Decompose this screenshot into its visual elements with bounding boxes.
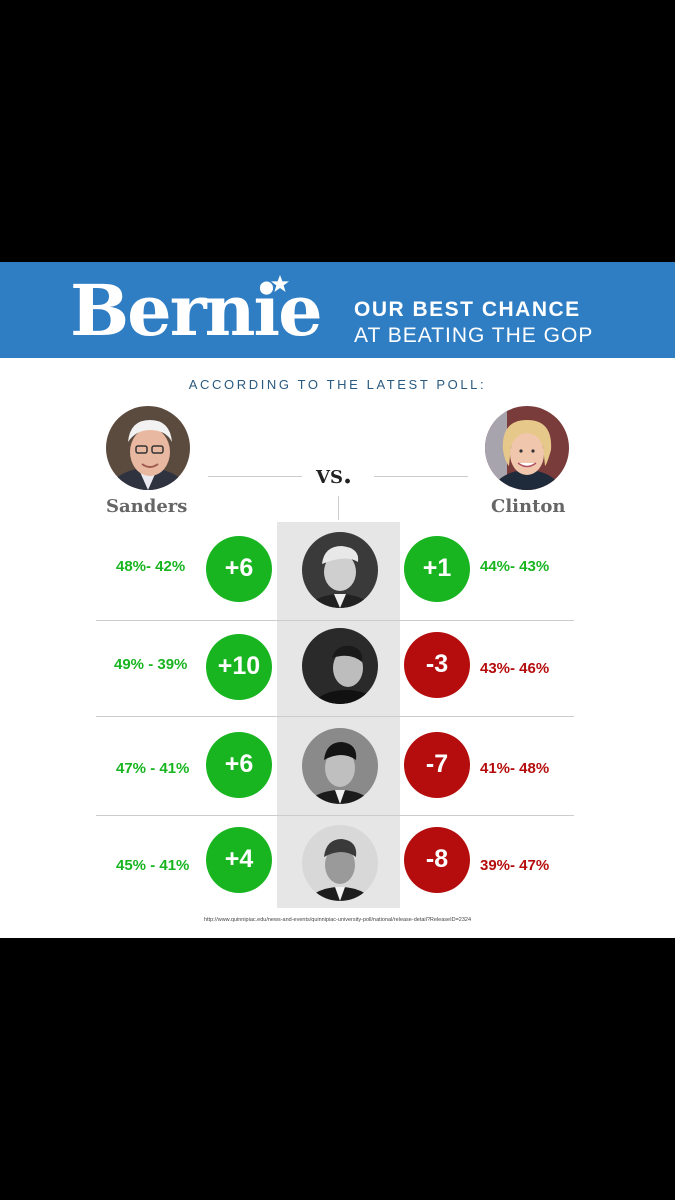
matchup-row-3: 47% - 41% +6 -7 41%- 48% [96,716,574,812]
star-icon [271,275,289,292]
sanders-margin-badge: +6 [206,732,272,798]
clinton-pct: 43%- 46% [480,660,550,677]
header-banner: Bernie OUR BEST CHANCE AT BEATING THE GO… [0,262,675,358]
vs-connector [338,496,339,520]
gop-candidate-photo [302,728,378,804]
clinton-photo [485,406,569,490]
clinton-name: Clinton [491,496,566,517]
sanders-pct: 45% - 41% [116,857,190,874]
sanders-pct: 47% - 41% [116,760,190,777]
tagline-line1: OUR BEST CHANCE [354,298,581,321]
vs-label: VS. [316,460,353,490]
gop-candidate-photo [302,628,378,704]
tagline-line2: AT BEATING THE GOP [354,324,594,347]
gop-candidate-photo [302,825,378,901]
row-divider [96,815,574,816]
sanders-margin-badge: +6 [206,536,272,602]
vs-divider-right [374,476,468,477]
matchup-row-4: 45% - 41% +4 -8 39%- 47% [96,815,574,911]
clinton-margin-badge: -8 [404,827,470,893]
row-divider [96,716,574,717]
sanders-margin-badge: +10 [206,634,272,700]
clinton-margin-badge: -7 [404,732,470,798]
matchup-row-2: 49% - 39% +10 -3 43%- 46% [96,620,574,716]
sanders-margin-badge: +4 [206,827,272,893]
subtitle: ACCORDING TO THE LATEST POLL: [188,377,487,392]
source-link[interactable]: http://www.quinnipiac.edu/news-and-event… [203,917,472,923]
sanders-pct: 49% - 39% [114,656,188,673]
clinton-margin-badge: +1 [404,536,470,602]
clinton-pct: 41%- 48% [480,760,550,777]
gop-candidate-photo [302,532,378,608]
clinton-pct: 44%- 43% [480,558,550,575]
row-divider [96,620,574,621]
sanders-name: Sanders [106,496,188,517]
vs-divider-left [208,476,302,477]
clinton-pct: 39%- 47% [480,857,550,874]
sanders-photo [106,406,190,490]
matchup-row-1: 48%- 42% +6 +1 44%- 43% [96,522,574,618]
infographic-card: Bernie OUR BEST CHANCE AT BEATING THE GO… [0,262,675,938]
sanders-pct: 48%- 42% [116,558,186,575]
clinton-margin-badge: -3 [404,632,470,698]
